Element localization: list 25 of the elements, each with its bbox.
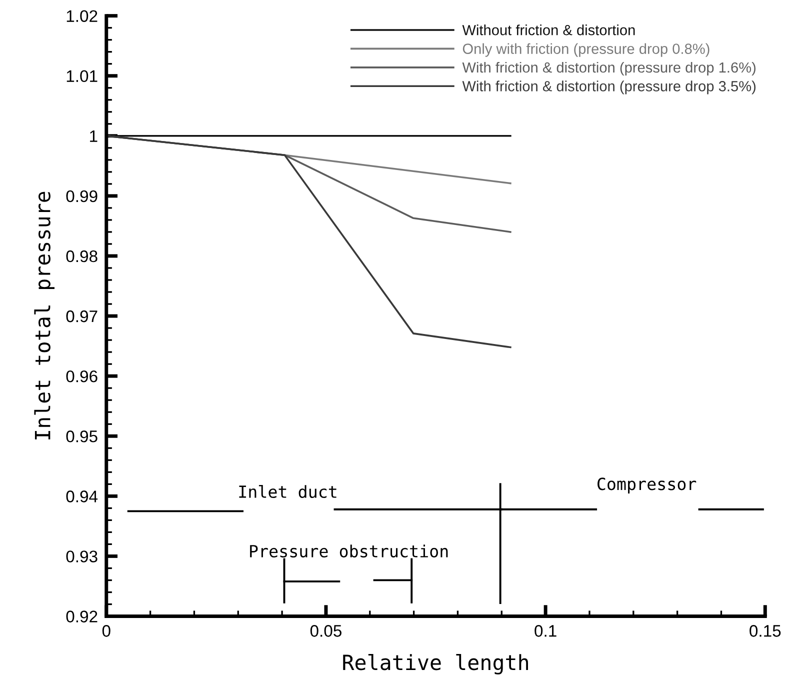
y-tick-label: 0.95 [66, 430, 98, 442]
x-axis-title: Relative length [343, 654, 528, 674]
x-tick-label: 0.1 [534, 625, 556, 637]
y-tick-label: 1 [90, 130, 98, 142]
annotation: Pressure obstruction [250, 544, 448, 558]
y-tick-label: 0.92 [66, 610, 98, 622]
annotation: Inlet duct [239, 485, 336, 498]
x-tick-label: 0.05 [310, 625, 342, 637]
y-tick-label: 0.98 [66, 250, 98, 262]
y-tick-label: 0.96 [66, 370, 98, 382]
y-tick-label: 1.02 [66, 10, 98, 22]
y-tick-label: 0.97 [66, 310, 98, 322]
y-tick-label: 0.99 [66, 190, 98, 202]
y-axis-title: Inlet total pressure [34, 192, 54, 440]
text: Only with friction (pressure drop 0.8%) [462, 43, 710, 57]
x-tick-label: 0.15 [750, 625, 781, 637]
text: With friction & distortion (pressure drop 1.6%) [462, 62, 756, 76]
y-tick-label: 0.94 [66, 490, 98, 502]
annotation: Compressor [598, 478, 696, 494]
x-tick-label: 0 [102, 625, 110, 637]
y-tick-label: 1.01 [66, 70, 98, 82]
line-series [106, 134, 512, 348]
y-tick-label: 0.93 [66, 550, 98, 562]
text: Without friction & distortion [462, 24, 635, 36]
text: With friction & distortion (pressure drop 3.5%) [462, 80, 756, 94]
